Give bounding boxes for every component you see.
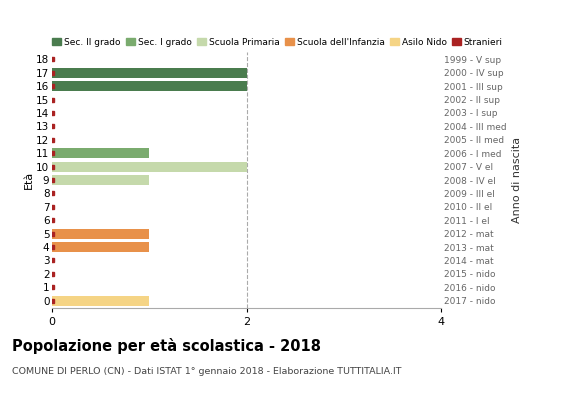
Y-axis label: Anno di nascita: Anno di nascita (512, 137, 522, 223)
Y-axis label: Età: Età (23, 171, 34, 189)
Legend: Sec. II grado, Sec. I grado, Scuola Primaria, Scuola dell'Infanzia, Asilo Nido, : Sec. II grado, Sec. I grado, Scuola Prim… (52, 38, 503, 47)
Text: Popolazione per età scolastica - 2018: Popolazione per età scolastica - 2018 (12, 338, 321, 354)
Bar (52, 68, 246, 78)
Bar (52, 175, 150, 185)
Bar (52, 148, 150, 158)
Bar (52, 162, 246, 172)
Text: COMUNE DI PERLO (CN) - Dati ISTAT 1° gennaio 2018 - Elaborazione TUTTITALIA.IT: COMUNE DI PERLO (CN) - Dati ISTAT 1° gen… (12, 367, 401, 376)
Bar (52, 228, 150, 239)
Bar (52, 242, 150, 252)
Bar (52, 296, 150, 306)
Bar (52, 81, 246, 91)
